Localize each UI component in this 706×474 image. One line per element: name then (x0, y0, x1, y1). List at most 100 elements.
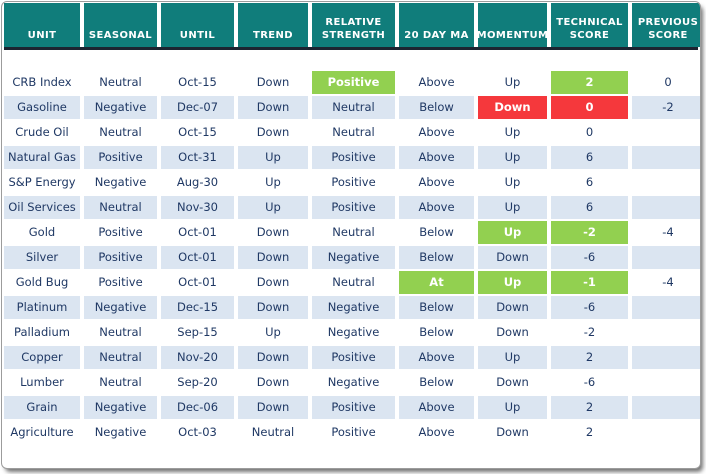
table-cell-momentum: Down (478, 421, 547, 444)
row-label: Lumber (4, 371, 80, 394)
table-cell-previous-score (632, 296, 700, 319)
spacer-cell (161, 50, 234, 69)
row-label: Gold (4, 221, 80, 244)
row-label: Gasoline (4, 96, 80, 119)
table-cell-trend: Up (238, 196, 308, 219)
column-header-until: UNTIL (161, 3, 234, 47)
table-cell-until: Dec-06 (161, 396, 234, 419)
table-cell-until: Dec-07 (161, 96, 234, 119)
table-cell-trend: Down (238, 396, 308, 419)
table-cell-20-day-ma: At (399, 271, 474, 294)
table-cell-until: Sep-15 (161, 321, 234, 344)
table-cell-seasonal: Neutral (84, 321, 157, 344)
row-label: Oil Services (4, 196, 80, 219)
spacer-cell (238, 50, 308, 69)
table-cell-previous-score: -4 (632, 271, 700, 294)
table-cell-20-day-ma: Above (399, 71, 474, 94)
column-header-trend: TREND (238, 3, 308, 47)
table-cell-previous-score: -2 (632, 96, 700, 119)
table-cell-trend: Down (238, 246, 308, 269)
table-header: UNIT SEASONAL UNTIL TREND RELATIVE STRENGTH 2… (4, 3, 700, 47)
row-label: Natural Gas (4, 146, 80, 169)
table-cell-technical-score: 2 (551, 396, 628, 419)
table-cell-until: Nov-30 (161, 196, 234, 219)
table-cell-20-day-ma: Above (399, 421, 474, 444)
row-label: CRB Index (4, 71, 80, 94)
table-cell-20-day-ma: Below (399, 321, 474, 344)
table-cell-relative-strength: Positive (312, 346, 395, 369)
table-cell-relative-strength: Negative (312, 246, 395, 269)
table-cell-20-day-ma: Below (399, 371, 474, 394)
table-cell-momentum: Down (478, 96, 547, 119)
table-cell-relative-strength: Positive (312, 421, 395, 444)
table-cell-relative-strength: Positive (312, 71, 395, 94)
table-cell-seasonal: Positive (84, 246, 157, 269)
table-cell-seasonal: Positive (84, 271, 157, 294)
table-cell-until: Oct-03 (161, 421, 234, 444)
table-cell-momentum: Up (478, 171, 547, 194)
table-cell-technical-score: -6 (551, 296, 628, 319)
table-cell-trend: Up (238, 171, 308, 194)
table-cell-seasonal: Negative (84, 96, 157, 119)
table-cell-relative-strength: Neutral (312, 271, 395, 294)
table-cell-relative-strength: Neutral (312, 96, 395, 119)
table-cell-seasonal: Negative (84, 171, 157, 194)
table-cell-relative-strength: Positive (312, 171, 395, 194)
table-cell-trend: Up (238, 146, 308, 169)
table-cell-technical-score: -2 (551, 321, 628, 344)
table-cell-previous-score (632, 121, 700, 144)
table-cell-until: Oct-01 (161, 271, 234, 294)
table-cell-momentum: Down (478, 246, 547, 269)
table-cell-relative-strength: Positive (312, 196, 395, 219)
table-cell-technical-score: -6 (551, 246, 628, 269)
table-cell-trend: Down (238, 346, 308, 369)
table-cell-20-day-ma: Above (399, 396, 474, 419)
table-cell-technical-score: -6 (551, 371, 628, 394)
table-cell-trend: Down (238, 296, 308, 319)
table-cell-previous-score (632, 346, 700, 369)
table-frame: UNIT SEASONAL UNTIL TREND RELATIVE STRENGTH 2… (1, 1, 701, 469)
table-cell-technical-score: 6 (551, 171, 628, 194)
table-cell-relative-strength: Neutral (312, 121, 395, 144)
row-label: Gold Bug (4, 271, 80, 294)
table-cell-technical-score: 0 (551, 121, 628, 144)
table-cell-trend: Down (238, 121, 308, 144)
row-label: Palladium (4, 321, 80, 344)
table-cell-technical-score: 2 (551, 421, 628, 444)
column-header-seasonal: SEASONAL (84, 3, 157, 47)
row-label: Agriculture (4, 421, 80, 444)
table-cell-relative-strength: Negative (312, 371, 395, 394)
table-cell-20-day-ma: Below (399, 246, 474, 269)
table-cell-seasonal: Positive (84, 146, 157, 169)
table-cell-technical-score: 0 (551, 96, 628, 119)
table-cell-momentum: Up (478, 71, 547, 94)
table-cell-momentum: Up (478, 346, 547, 369)
table-cell-previous-score: -4 (632, 221, 700, 244)
table-cell-previous-score (632, 196, 700, 219)
column-header-unit: UNIT (4, 3, 80, 47)
table-cell-relative-strength: Positive (312, 146, 395, 169)
table-cell-trend: Down (238, 221, 308, 244)
table-cell-until: Oct-01 (161, 221, 234, 244)
table-cell-previous-score (632, 321, 700, 344)
spacer-cell (399, 50, 474, 69)
table-cell-20-day-ma: Below (399, 96, 474, 119)
table-cell-technical-score: -2 (551, 221, 628, 244)
table-cell-seasonal: Positive (84, 221, 157, 244)
table-cell-momentum: Down (478, 296, 547, 319)
table-cell-momentum: Down (478, 321, 547, 344)
table-cell-trend: Up (238, 321, 308, 344)
table-cell-momentum: Up (478, 221, 547, 244)
table-cell-technical-score: 6 (551, 146, 628, 169)
table-cell-until: Nov-20 (161, 346, 234, 369)
spacer-cell (312, 50, 395, 69)
table-cell-20-day-ma: Above (399, 196, 474, 219)
table-cell-20-day-ma: Below (399, 221, 474, 244)
table-cell-trend: Down (238, 71, 308, 94)
column-header-relative-strength: RELATIVE STRENGTH (312, 3, 395, 47)
table-cell-relative-strength: Positive (312, 396, 395, 419)
header-divider (4, 47, 698, 50)
table-cell-technical-score: -1 (551, 271, 628, 294)
row-label: Grain (4, 396, 80, 419)
table-cell-previous-score (632, 171, 700, 194)
